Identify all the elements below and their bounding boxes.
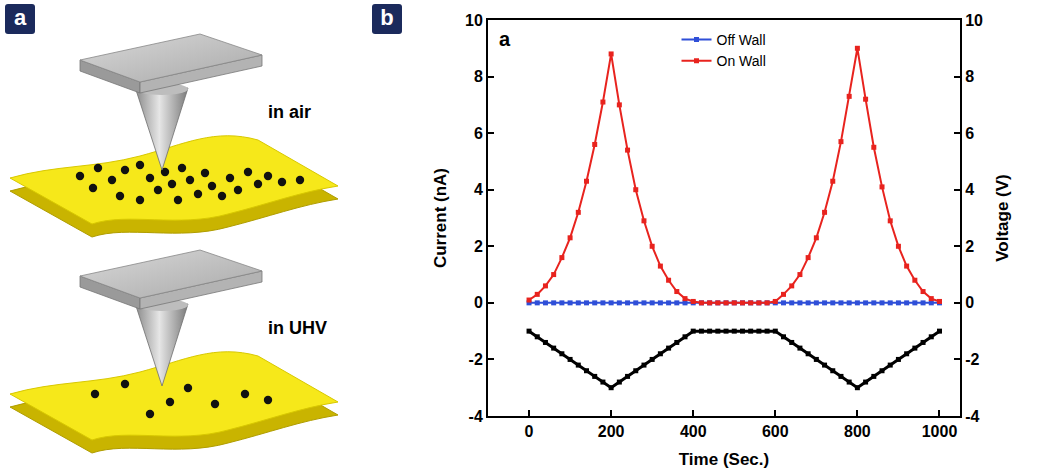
- svg-text:6: 6: [965, 125, 974, 142]
- svg-text:8: 8: [474, 68, 483, 85]
- svg-text:-2: -2: [469, 351, 483, 368]
- svg-text:4: 4: [474, 181, 483, 198]
- svg-text:in air: in air: [268, 102, 311, 122]
- svg-text:-4: -4: [469, 408, 483, 425]
- svg-text:On Wall: On Wall: [717, 53, 766, 69]
- html-text:b: b: [380, 5, 394, 30]
- svg-text:Off Wall: Off Wall: [717, 32, 766, 48]
- svg-text:10: 10: [465, 12, 483, 29]
- svg-text:1000: 1000: [922, 423, 958, 440]
- html-text:a: a: [13, 5, 27, 30]
- svg-text:Voltage (V): Voltage (V): [993, 174, 1012, 262]
- svg-text:2: 2: [474, 238, 483, 255]
- svg-text:6: 6: [474, 125, 483, 142]
- svg-text:in UHV: in UHV: [268, 318, 327, 338]
- svg-text:0: 0: [474, 294, 483, 311]
- svg-text:200: 200: [598, 423, 625, 440]
- svg-text:-2: -2: [965, 351, 979, 368]
- svg-text:Current (nA): Current (nA): [431, 168, 450, 268]
- svg-text:8: 8: [965, 68, 974, 85]
- svg-text:Time (Sec.): Time (Sec.): [679, 450, 769, 469]
- svg-text:10: 10: [965, 12, 983, 29]
- svg-text:a: a: [499, 28, 511, 50]
- svg-text:-4: -4: [965, 408, 979, 425]
- svg-text:400: 400: [680, 423, 707, 440]
- svg-text:600: 600: [762, 423, 789, 440]
- svg-text:2: 2: [965, 238, 974, 255]
- svg-text:4: 4: [965, 181, 974, 198]
- svg-text:0: 0: [965, 294, 974, 311]
- svg-text:0: 0: [525, 423, 534, 440]
- svg-text:800: 800: [844, 423, 871, 440]
